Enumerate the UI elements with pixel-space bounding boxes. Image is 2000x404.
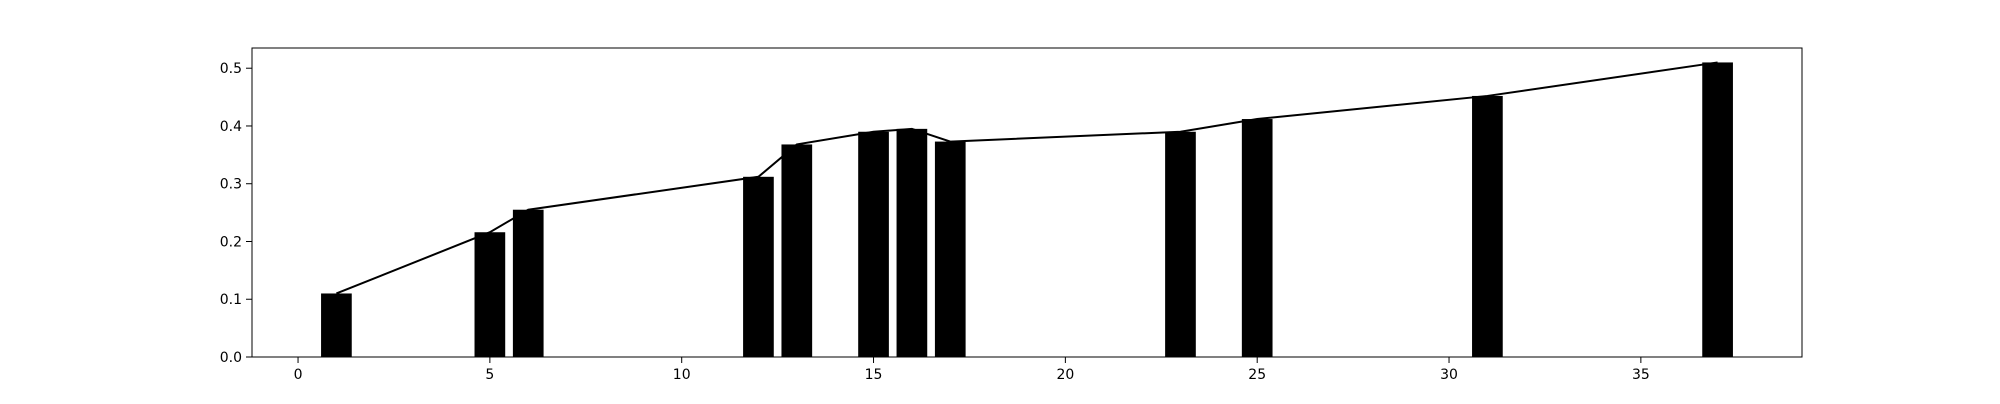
bar: [321, 293, 352, 357]
bars-layer: [321, 62, 1733, 357]
bar: [1165, 131, 1196, 357]
y-tick-label: 0.5: [220, 61, 242, 77]
x-tick-label: 0: [294, 367, 303, 383]
bar: [781, 144, 813, 357]
x-tick-label: 35: [1632, 367, 1650, 383]
line-layer: [336, 61, 1718, 295]
y-tick-label: 0.0: [220, 350, 242, 366]
bar: [512, 209, 544, 357]
bar: [858, 131, 889, 357]
bar: [1241, 119, 1273, 357]
x-tick-label: 20: [1056, 367, 1074, 383]
plot-frame: [251, 47, 1803, 358]
bar: [474, 232, 506, 357]
x-tick-label: 30: [1440, 367, 1458, 383]
x-axis: 0 5 10 15 20 25 30 35: [294, 357, 1650, 383]
bar: [1702, 62, 1733, 357]
bar: [896, 128, 928, 357]
bar: [1472, 95, 1503, 357]
y-axis: 0.0 0.1 0.2 0.3 0.4 0.5: [220, 61, 252, 366]
series-line: [336, 61, 1718, 295]
x-tick-label: 15: [865, 367, 883, 383]
y-tick-label: 0.4: [220, 119, 242, 135]
bar: [743, 176, 774, 357]
y-tick-label: 0.2: [220, 234, 242, 250]
y-tick-label: 0.1: [220, 292, 242, 308]
y-tick-label: 0.3: [220, 177, 242, 193]
x-tick-label: 10: [673, 367, 691, 383]
bar: [934, 141, 966, 357]
x-tick-label: 25: [1248, 367, 1266, 383]
x-tick-label: 5: [485, 367, 494, 383]
